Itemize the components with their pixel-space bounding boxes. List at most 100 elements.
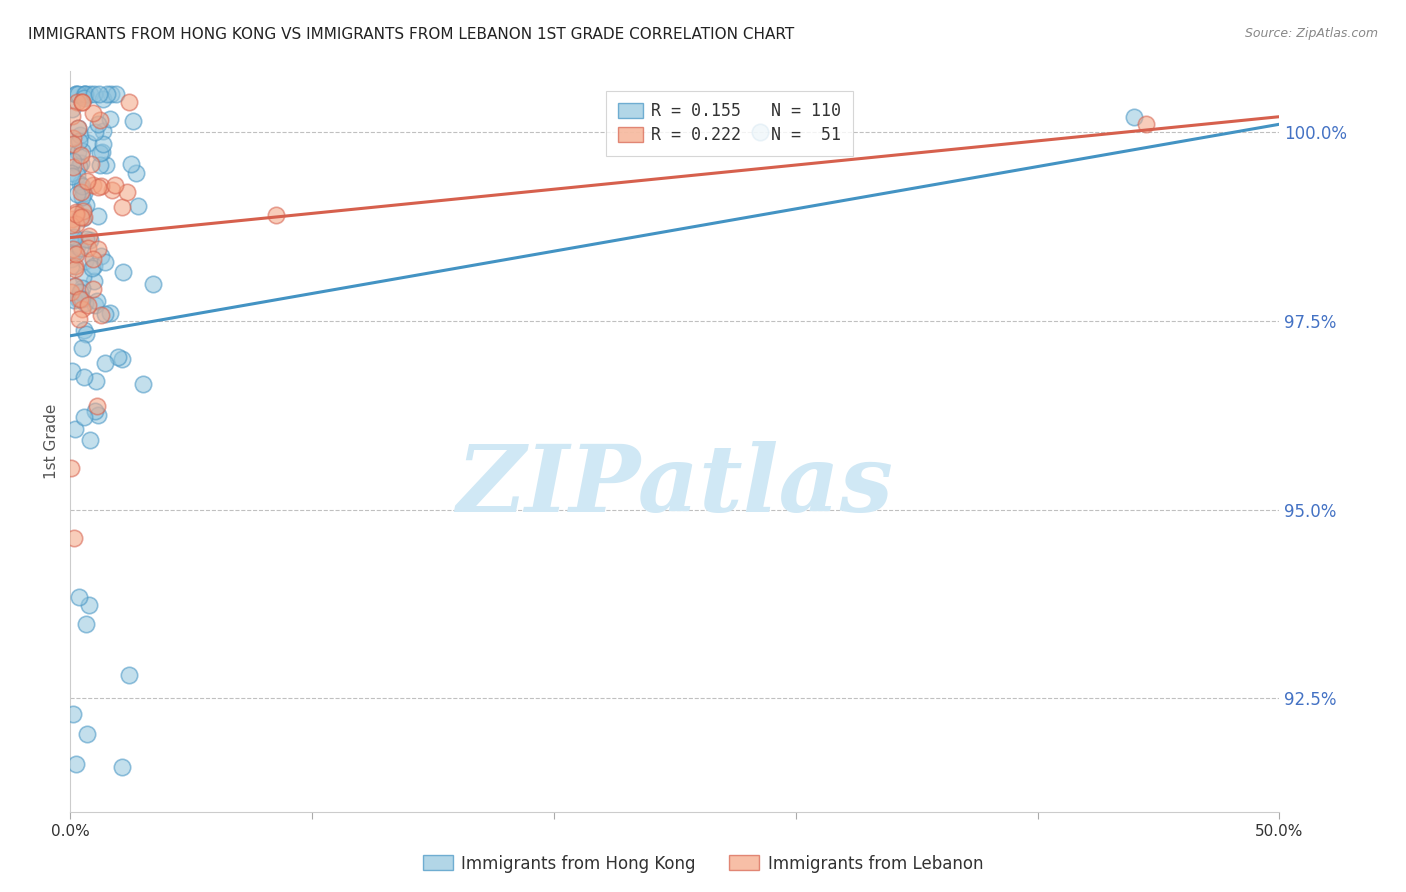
Point xyxy=(76,232,98,246)
Point xyxy=(60,364,83,378)
Point xyxy=(62,229,84,244)
Point xyxy=(79,433,101,447)
Point xyxy=(73,410,96,425)
Point xyxy=(62,153,84,168)
Point xyxy=(60,222,83,236)
Point xyxy=(65,247,87,261)
Point xyxy=(79,87,101,101)
Point xyxy=(69,134,91,148)
Point xyxy=(72,270,94,285)
Point xyxy=(111,200,134,214)
Point xyxy=(70,95,93,109)
Point xyxy=(72,202,94,216)
Point xyxy=(111,265,134,279)
Point xyxy=(84,298,107,312)
Point xyxy=(62,279,84,293)
Point xyxy=(90,309,112,323)
Point xyxy=(122,114,145,128)
Point xyxy=(70,185,93,199)
Point xyxy=(65,262,87,277)
Point xyxy=(89,249,111,263)
Point xyxy=(65,205,87,219)
Point xyxy=(73,296,96,310)
Point xyxy=(67,159,90,173)
Point xyxy=(66,239,89,253)
Point xyxy=(91,92,114,106)
Point xyxy=(60,166,83,180)
Point xyxy=(66,95,89,109)
Point xyxy=(65,87,87,101)
Text: ZIPatlas: ZIPatlas xyxy=(457,441,893,531)
Point xyxy=(75,327,97,342)
Point xyxy=(87,242,110,256)
Point xyxy=(87,118,110,132)
Point xyxy=(59,285,82,300)
Point xyxy=(101,183,124,197)
Point xyxy=(127,199,149,213)
Point xyxy=(94,307,117,321)
Point xyxy=(104,87,127,101)
Point xyxy=(72,302,94,317)
Point xyxy=(72,204,94,219)
Point xyxy=(59,259,82,273)
Point xyxy=(59,252,82,267)
Point xyxy=(67,293,90,307)
Point xyxy=(91,145,114,159)
Point xyxy=(63,279,86,293)
Point xyxy=(72,144,94,158)
Point xyxy=(62,160,84,174)
Point xyxy=(104,178,127,193)
Point xyxy=(83,260,105,274)
Point xyxy=(98,112,121,126)
Point xyxy=(66,120,89,135)
Point xyxy=(72,183,94,197)
Point xyxy=(73,211,96,225)
Point xyxy=(89,113,111,128)
Point xyxy=(1135,117,1157,131)
Point xyxy=(69,285,91,300)
Point xyxy=(62,136,84,151)
Point xyxy=(62,707,84,722)
Point xyxy=(94,355,117,369)
Point xyxy=(67,121,90,136)
Point xyxy=(69,177,91,191)
Point xyxy=(62,242,84,256)
Point xyxy=(59,218,82,232)
Point xyxy=(76,298,98,312)
Text: IMMIGRANTS FROM HONG KONG VS IMMIGRANTS FROM LEBANON 1ST GRADE CORRELATION CHART: IMMIGRANTS FROM HONG KONG VS IMMIGRANTS … xyxy=(28,27,794,42)
Point xyxy=(87,87,110,101)
Point xyxy=(60,169,83,184)
Point xyxy=(60,109,83,123)
Point xyxy=(132,376,155,391)
Point xyxy=(73,89,96,103)
Point xyxy=(63,259,86,273)
Point xyxy=(82,105,104,120)
Point xyxy=(111,759,134,773)
Point xyxy=(82,252,104,267)
Point xyxy=(75,87,97,101)
Point xyxy=(72,292,94,306)
Point xyxy=(69,241,91,255)
Point xyxy=(100,87,122,101)
Point xyxy=(69,209,91,223)
Point xyxy=(76,727,98,741)
Point xyxy=(264,208,287,222)
Legend: R = 0.155   N = 110, R = 0.222   N =  51: R = 0.155 N = 110, R = 0.222 N = 51 xyxy=(606,91,852,156)
Point xyxy=(70,210,93,224)
Point xyxy=(70,281,93,295)
Point xyxy=(69,292,91,306)
Legend: Immigrants from Hong Kong, Immigrants from Lebanon: Immigrants from Hong Kong, Immigrants fr… xyxy=(416,848,990,880)
Y-axis label: 1st Grade: 1st Grade xyxy=(44,404,59,479)
Point xyxy=(77,241,100,255)
Point xyxy=(73,87,96,101)
Point xyxy=(65,217,87,231)
Point xyxy=(77,599,100,613)
Point xyxy=(72,211,94,225)
Point xyxy=(66,168,89,182)
Point xyxy=(75,253,97,268)
Point xyxy=(89,158,111,172)
Point xyxy=(82,260,104,275)
Point xyxy=(124,166,146,180)
Point xyxy=(63,293,86,307)
Point xyxy=(60,138,83,153)
